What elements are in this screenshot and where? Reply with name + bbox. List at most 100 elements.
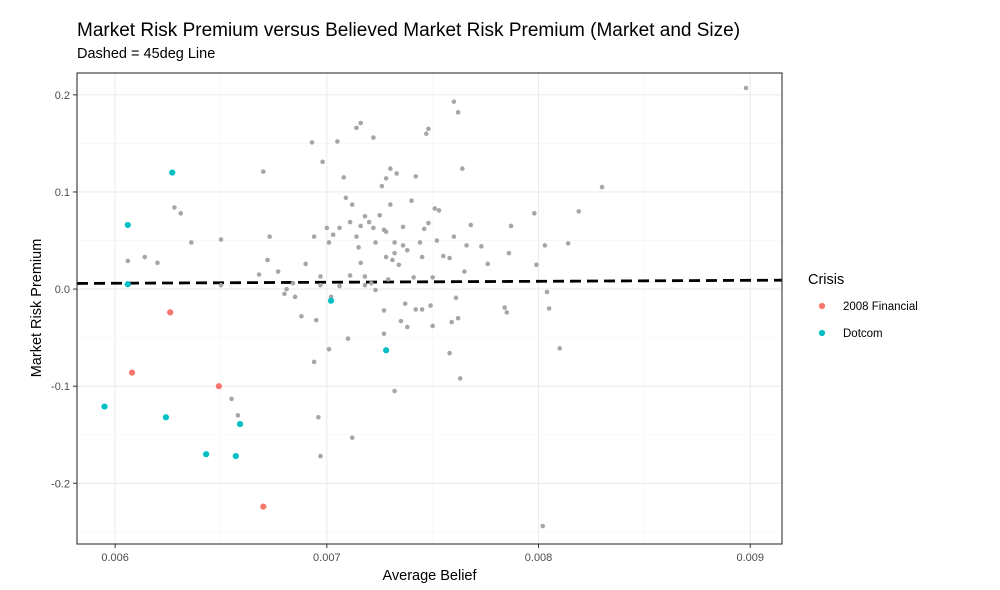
data-point-neutral xyxy=(534,262,539,268)
data-point-neutral xyxy=(229,396,234,402)
data-point-neutral xyxy=(267,234,272,239)
x-tick-label: 0.007 xyxy=(313,552,341,564)
data-point-dotcom xyxy=(169,169,176,176)
data-point-neutral xyxy=(318,453,323,459)
data-point-neutral xyxy=(455,110,461,115)
data-point-neutral xyxy=(326,346,332,352)
data-point-neutral xyxy=(394,171,399,176)
data-points xyxy=(101,85,749,529)
data-point-neutral xyxy=(362,282,368,288)
data-point-neutral xyxy=(400,243,406,248)
data-point-neutral xyxy=(542,243,548,248)
data-point-neutral xyxy=(349,435,355,440)
data-point-neutral xyxy=(479,244,484,249)
data-point-neutral xyxy=(142,254,148,260)
y-tick-label: -0.2 xyxy=(51,478,70,490)
data-point-neutral xyxy=(508,223,514,229)
data-point-neutral xyxy=(318,282,323,288)
data-point-neutral xyxy=(540,523,546,529)
data-point-neutral xyxy=(318,274,323,279)
data-point-neutral xyxy=(284,286,289,292)
data-point-neutral xyxy=(383,229,389,235)
data-point-dotcom xyxy=(162,414,170,421)
legend-title: Crisis xyxy=(808,272,844,288)
data-point-neutral xyxy=(381,308,387,313)
data-point-2008-financial xyxy=(128,369,136,376)
x-tick-label: 0.006 xyxy=(101,552,129,564)
data-point-neutral xyxy=(324,225,330,231)
data-point-dotcom xyxy=(101,403,108,410)
data-point-neutral xyxy=(398,318,404,324)
data-point-neutral xyxy=(155,260,160,266)
data-point-neutral xyxy=(381,331,387,337)
data-point-neutral xyxy=(460,166,465,171)
data-point-neutral xyxy=(565,241,571,246)
y-tick-label: 0.2 xyxy=(55,90,70,102)
data-point-neutral xyxy=(313,317,319,323)
data-point-neutral xyxy=(377,212,383,218)
data-point-neutral xyxy=(218,237,224,242)
data-point-neutral xyxy=(544,289,550,295)
data-point-neutral xyxy=(502,305,507,310)
grid-lines xyxy=(77,73,782,544)
data-point-neutral xyxy=(447,350,452,356)
plot-panel-background xyxy=(77,73,782,544)
data-point-neutral xyxy=(411,275,416,280)
data-point-neutral xyxy=(354,234,359,239)
data-point-neutral xyxy=(388,202,393,207)
x-tick-label: 0.009 xyxy=(736,552,764,564)
data-point-neutral xyxy=(557,346,563,351)
data-point-neutral xyxy=(417,240,423,245)
y-tick-label: -0.1 xyxy=(51,381,70,393)
data-point-neutral xyxy=(424,131,429,136)
data-point-neutral xyxy=(290,280,296,286)
data-point-neutral xyxy=(546,306,552,311)
data-point-neutral xyxy=(373,287,378,293)
data-point-neutral xyxy=(485,261,491,267)
data-point-dotcom xyxy=(382,347,390,354)
data-point-neutral xyxy=(430,323,435,329)
data-point-neutral xyxy=(341,175,347,180)
data-point-neutral xyxy=(392,388,397,394)
legend-label: 2008 Financial xyxy=(843,301,918,313)
data-point-neutral xyxy=(455,315,461,321)
data-point-neutral xyxy=(388,166,393,171)
data-point-neutral xyxy=(265,257,270,263)
data-point-neutral xyxy=(362,213,368,219)
data-point-neutral xyxy=(125,258,131,264)
data-point-neutral xyxy=(358,223,363,229)
data-point-neutral xyxy=(235,413,241,418)
legend-key-2008-financial xyxy=(818,302,826,310)
data-point-neutral xyxy=(373,240,378,245)
data-point-neutral xyxy=(292,294,298,300)
data-point-dotcom xyxy=(124,221,131,229)
data-point-neutral xyxy=(413,307,419,312)
x-tick-label: 0.008 xyxy=(525,552,553,564)
dashed-45deg-line xyxy=(76,278,783,285)
data-point-neutral xyxy=(453,295,459,301)
data-point-neutral xyxy=(356,245,361,250)
data-point-neutral xyxy=(218,282,224,288)
data-point-neutral xyxy=(402,301,408,306)
data-point-neutral xyxy=(504,310,510,315)
data-point-neutral xyxy=(335,139,340,144)
data-point-neutral xyxy=(299,313,304,319)
data-point-neutral xyxy=(309,140,315,145)
data-point-neutral xyxy=(428,303,433,308)
data-point-neutral xyxy=(282,291,287,297)
data-point-neutral xyxy=(430,275,435,280)
data-point-neutral xyxy=(464,243,469,248)
data-point-neutral xyxy=(743,85,749,91)
data-point-neutral xyxy=(330,232,336,237)
data-point-neutral xyxy=(347,273,353,278)
data-point-neutral xyxy=(366,219,372,225)
data-point-neutral xyxy=(426,220,431,226)
data-point-neutral xyxy=(337,225,342,231)
data-point-neutral xyxy=(426,126,431,132)
axis-ticks: 0.006 0.007 0.008 0.009 -0.2 -0.1 0.0 0.1 0.2 xyxy=(51,90,764,564)
data-point-neutral xyxy=(345,336,351,341)
reference-line-layer xyxy=(76,278,783,285)
data-point-neutral xyxy=(383,176,389,181)
data-point-neutral xyxy=(311,234,317,239)
